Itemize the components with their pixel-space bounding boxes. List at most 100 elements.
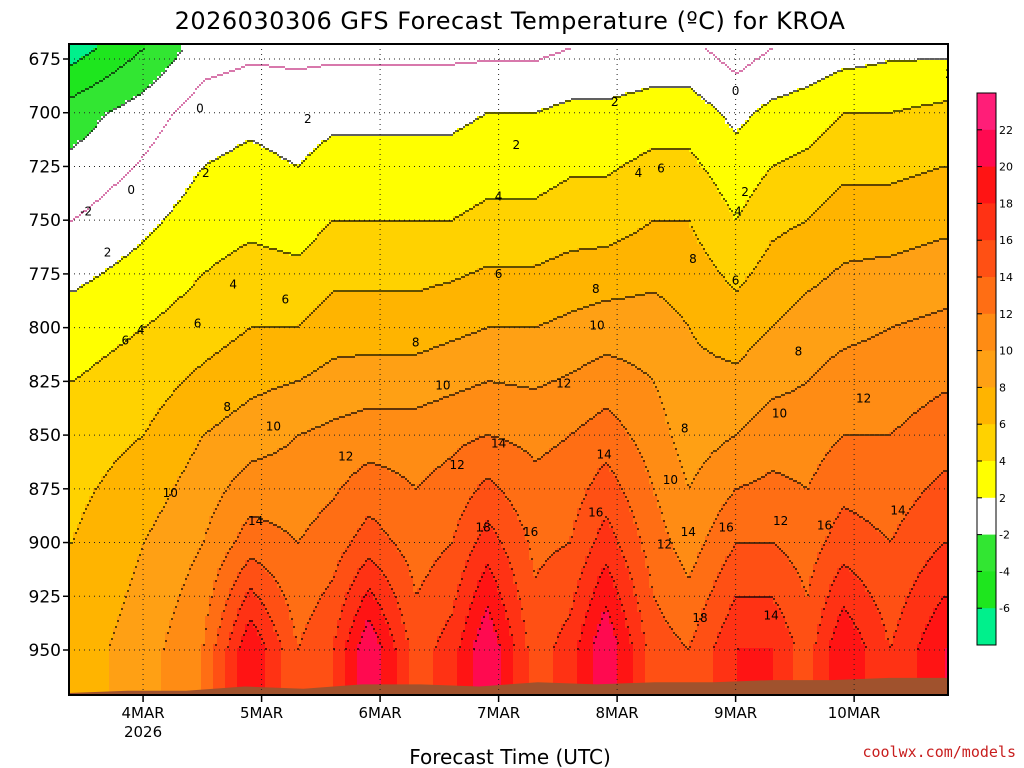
colorbar-swatch — [977, 313, 996, 352]
colorbar-swatch — [977, 571, 996, 609]
colorbar-label: 8 — [999, 381, 1006, 394]
contour-label: 16 — [719, 521, 734, 535]
colorbar-label: -2 — [999, 529, 1010, 542]
contour-label: 6 — [281, 293, 289, 307]
colorbar-swatch — [977, 497, 996, 536]
y-tick-label: 775 — [29, 265, 61, 285]
x-tick-label: 5MAR — [240, 704, 283, 722]
chart-title: 2026030306 GFS Forecast Temperature (ºC)… — [175, 7, 846, 35]
temperature-field — [69, 44, 948, 695]
x-axis-label: Forecast Time (UTC) — [409, 745, 611, 768]
contour-label: 4 — [137, 323, 145, 337]
colorbar-swatch — [977, 166, 996, 204]
contour-label: 12 — [1018, 407, 1024, 421]
contour-label: 12 — [657, 538, 672, 552]
contour-label: 6 — [194, 316, 202, 330]
contour-label: 2 — [304, 112, 312, 126]
x-tick-label: 8MAR — [596, 704, 639, 722]
x-tick-label: 10MAR — [828, 704, 881, 722]
colorbar-swatch — [977, 203, 996, 241]
y-tick-label: 800 — [29, 319, 61, 339]
contour-label: 6 — [957, 205, 965, 219]
contour-label: 2 — [513, 138, 521, 152]
contour-label: 4 — [229, 278, 237, 292]
colorbar-label: 6 — [999, 418, 1006, 431]
colorbar-label: 14 — [999, 271, 1013, 284]
contour-label: 6 — [657, 162, 665, 176]
contour-label: 4 — [964, 157, 972, 171]
contour-labels: 0-20222222204444446666666888888810101010… — [80, 67, 1024, 625]
contour-label: 8 — [412, 336, 420, 350]
contour-label: 14 — [890, 503, 905, 517]
contour-label: 8 — [223, 400, 231, 414]
y-tick-label: 950 — [29, 641, 61, 661]
contour-label: 6 — [495, 267, 503, 281]
contour-label: 16 — [588, 505, 603, 519]
y-tick-label: 850 — [29, 426, 61, 446]
contour-label: 10 — [589, 318, 604, 332]
y-axis: 675 700 725 750 775 800 825 850 875 900 925 950 — [29, 50, 69, 661]
contour-label: 2 — [945, 67, 953, 81]
y-tick-label: 675 — [29, 50, 61, 70]
contour-label: 8 — [592, 282, 600, 296]
contour-label: 4 — [635, 166, 643, 180]
contour-label: 18 — [692, 611, 707, 625]
colorbar-label: 2 — [999, 492, 1006, 505]
colorbar: 22 20 18 16 14 12 10 8 6 4 2 -2 -4 -6 — [976, 92, 1013, 646]
credit-link[interactable]: coolwx.com/models — [862, 743, 1016, 761]
contour-label: 16 — [817, 518, 832, 532]
contour-label: 16 — [523, 525, 538, 539]
contour-label: 10 — [435, 379, 450, 393]
contour-label: 12 — [338, 450, 353, 464]
contour-label: 14 — [248, 514, 263, 528]
x-tick-year: 2026 — [124, 723, 162, 741]
y-tick-label: 925 — [29, 587, 61, 607]
contour-label: -2 — [80, 205, 92, 219]
colorbar-swatch — [977, 608, 996, 646]
x-tick-label: 9MAR — [714, 704, 757, 722]
terrain — [69, 677, 948, 695]
contour-label: 2 — [611, 95, 619, 109]
colorbar-swatch — [977, 350, 996, 388]
y-tick-label: 825 — [29, 372, 61, 392]
y-tick-label: 900 — [29, 534, 61, 554]
grid-lines — [69, 44, 948, 695]
colorbar-label: -6 — [999, 602, 1010, 615]
terrain-surface — [69, 677, 948, 695]
colorbar-label: 12 — [999, 308, 1013, 321]
contour-label: 0 — [127, 183, 135, 197]
contour-label: 4 — [734, 205, 742, 219]
contour-label: 6 — [732, 273, 740, 287]
contour-label: 0 — [196, 101, 204, 115]
x-tick-label: 6MAR — [359, 704, 402, 722]
colorbar-label: 10 — [999, 345, 1013, 358]
colorbar-swatch — [977, 424, 996, 462]
contour-label: 12 — [556, 377, 571, 391]
plot-frame — [68, 43, 949, 696]
colorbar-swatch — [977, 387, 996, 425]
y-tick-label: 875 — [29, 480, 61, 500]
colorbar-swatch — [977, 129, 996, 168]
y-tick-label: 750 — [29, 211, 61, 231]
y-tick-label: 700 — [29, 104, 61, 124]
colorbar-swatch — [977, 277, 996, 315]
colorbar-label: 20 — [999, 161, 1013, 174]
contour-label: 2 — [202, 166, 210, 180]
contour-label: 12 — [856, 392, 871, 406]
y-tick-label: 725 — [29, 157, 61, 177]
colorbar-swatch — [977, 93, 996, 131]
colorbar-label: 4 — [999, 455, 1006, 468]
contour-label: 6 — [121, 334, 129, 348]
contour-label: 8 — [795, 344, 803, 358]
colorbar-frame — [976, 92, 997, 646]
contour-label: 14 — [681, 525, 696, 539]
x-tick-label: 4MAR — [121, 704, 164, 722]
colorbar-swatch — [977, 461, 996, 499]
colorbar-label: 22 — [999, 124, 1013, 137]
colorbar-label: -4 — [999, 565, 1010, 578]
colorbar-label: 18 — [999, 197, 1013, 210]
contour-label: 10 — [163, 486, 178, 500]
contour-label: 10 — [663, 473, 678, 487]
colorbar-swatch — [977, 534, 996, 572]
